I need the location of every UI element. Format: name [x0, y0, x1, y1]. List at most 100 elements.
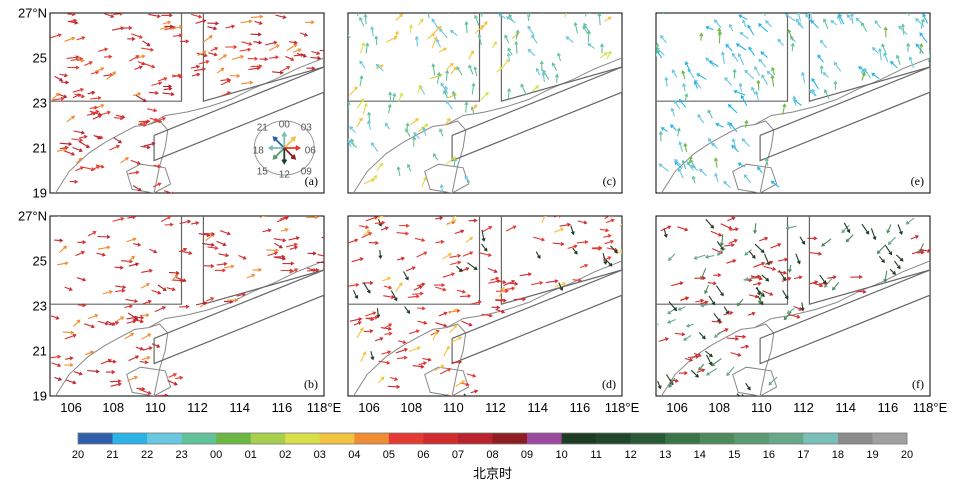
wind-arrow	[597, 13, 602, 26]
wind-arrow	[164, 222, 174, 227]
wind-arrow	[360, 351, 367, 362]
wind-arrow	[378, 376, 385, 384]
wind-arrow	[409, 118, 420, 126]
wind-arrow	[704, 350, 713, 358]
wind-arrow	[73, 130, 86, 135]
wind-arrow	[528, 13, 531, 18]
wind-arrow	[751, 86, 756, 95]
colorbar-tick-label: 20	[901, 449, 913, 461]
panel-letter: (e)	[911, 174, 924, 188]
lat-tick-label: 23	[33, 298, 47, 313]
wind-arrow	[558, 282, 564, 292]
wind-arrow	[714, 172, 719, 183]
wind-arrow	[223, 299, 234, 304]
wind-arrow	[137, 61, 146, 66]
wind-arrow	[720, 51, 725, 65]
wind-arrow	[77, 240, 87, 245]
wind-arrow	[239, 47, 252, 52]
wind-arrow	[105, 370, 116, 375]
panel-frame	[347, 12, 623, 194]
wind-arrow	[445, 69, 450, 81]
coastal-region-outline	[451, 66, 622, 162]
wind-arrow	[819, 64, 824, 74]
wind-arrow	[443, 89, 449, 99]
lon-tick-label: 106	[60, 400, 82, 415]
colorbar-tick-label: 12	[625, 449, 637, 461]
wind-arrow	[281, 66, 291, 72]
wind-arrow	[164, 24, 174, 29]
wind-arrow	[480, 13, 483, 17]
wind-arrow	[90, 109, 100, 114]
wind-arrow	[570, 225, 575, 236]
wind-arrow	[693, 352, 702, 358]
wind-arrow	[685, 323, 694, 328]
wind-arrow	[365, 42, 370, 54]
wind-arrow	[247, 56, 259, 61]
wind-arrow	[508, 13, 514, 22]
wind-arrow	[520, 83, 527, 96]
wind-arrow	[76, 277, 87, 282]
wind-arrow	[454, 229, 465, 235]
wind-arrow	[370, 142, 379, 152]
wind-arrow	[220, 77, 231, 82]
wind-arrow	[750, 275, 763, 281]
wind-arrow	[535, 251, 541, 260]
wind-arrow	[777, 270, 788, 275]
wind-arrow	[268, 44, 280, 51]
panel-letter: (b)	[304, 377, 318, 391]
wind-arrow	[78, 134, 88, 139]
wind-arrow	[449, 260, 462, 266]
wind-arrow	[158, 77, 168, 82]
wind-arrow	[262, 228, 272, 233]
wind-arrow	[50, 354, 62, 359]
wind-arrow	[349, 126, 357, 134]
wind-arrow	[822, 72, 830, 78]
wind-arrow	[98, 245, 111, 250]
colorbar-tick-label: 18	[832, 449, 844, 461]
wind-arrow	[198, 59, 210, 65]
wind-arrow	[708, 295, 716, 306]
wind-arrow	[464, 175, 471, 184]
wind-arrow	[427, 13, 430, 19]
panel-letter: (c)	[603, 174, 616, 188]
province-border	[348, 216, 481, 305]
wind-arrow	[319, 49, 324, 52]
wind-arrow	[208, 52, 218, 57]
wind-arrow	[97, 234, 111, 239]
wind-arrow	[505, 225, 517, 232]
wind-arrow	[357, 13, 359, 17]
wind-arrow	[162, 20, 172, 25]
colorbar-swatch	[561, 433, 597, 444]
wind-arrow	[693, 80, 699, 89]
wind-arrow	[356, 117, 363, 128]
wind-arrow	[89, 105, 99, 110]
wind-arrow	[792, 95, 797, 106]
province-border	[348, 13, 481, 102]
wind-arrow	[285, 242, 298, 248]
wind-arrow	[149, 117, 159, 122]
wind-arrow	[396, 231, 410, 236]
wind-arrow	[809, 89, 816, 97]
wind-arrow	[473, 66, 478, 77]
wind-arrow	[407, 294, 420, 299]
wind-arrow	[591, 245, 603, 250]
wind-arrow	[762, 290, 774, 296]
coastline	[446, 57, 622, 126]
direction-legend-label: 18	[253, 146, 265, 157]
wind-arrow	[745, 382, 751, 391]
wind-arrow	[871, 46, 879, 54]
wind-arrow	[390, 290, 398, 302]
wind-arrow	[148, 90, 159, 95]
island-outline	[732, 366, 778, 396]
wind-arrow	[621, 252, 622, 254]
wind-arrow	[713, 331, 723, 338]
wind-arrow	[207, 26, 218, 31]
wind-arrow	[490, 276, 500, 281]
wind-arrow	[171, 274, 179, 282]
wind-arrow	[383, 323, 393, 330]
wind-arrow	[160, 216, 172, 223]
wind-arrow	[460, 294, 472, 299]
wind-arrow	[878, 255, 885, 264]
wind-arrow	[531, 34, 538, 44]
wind-arrow	[832, 281, 840, 291]
